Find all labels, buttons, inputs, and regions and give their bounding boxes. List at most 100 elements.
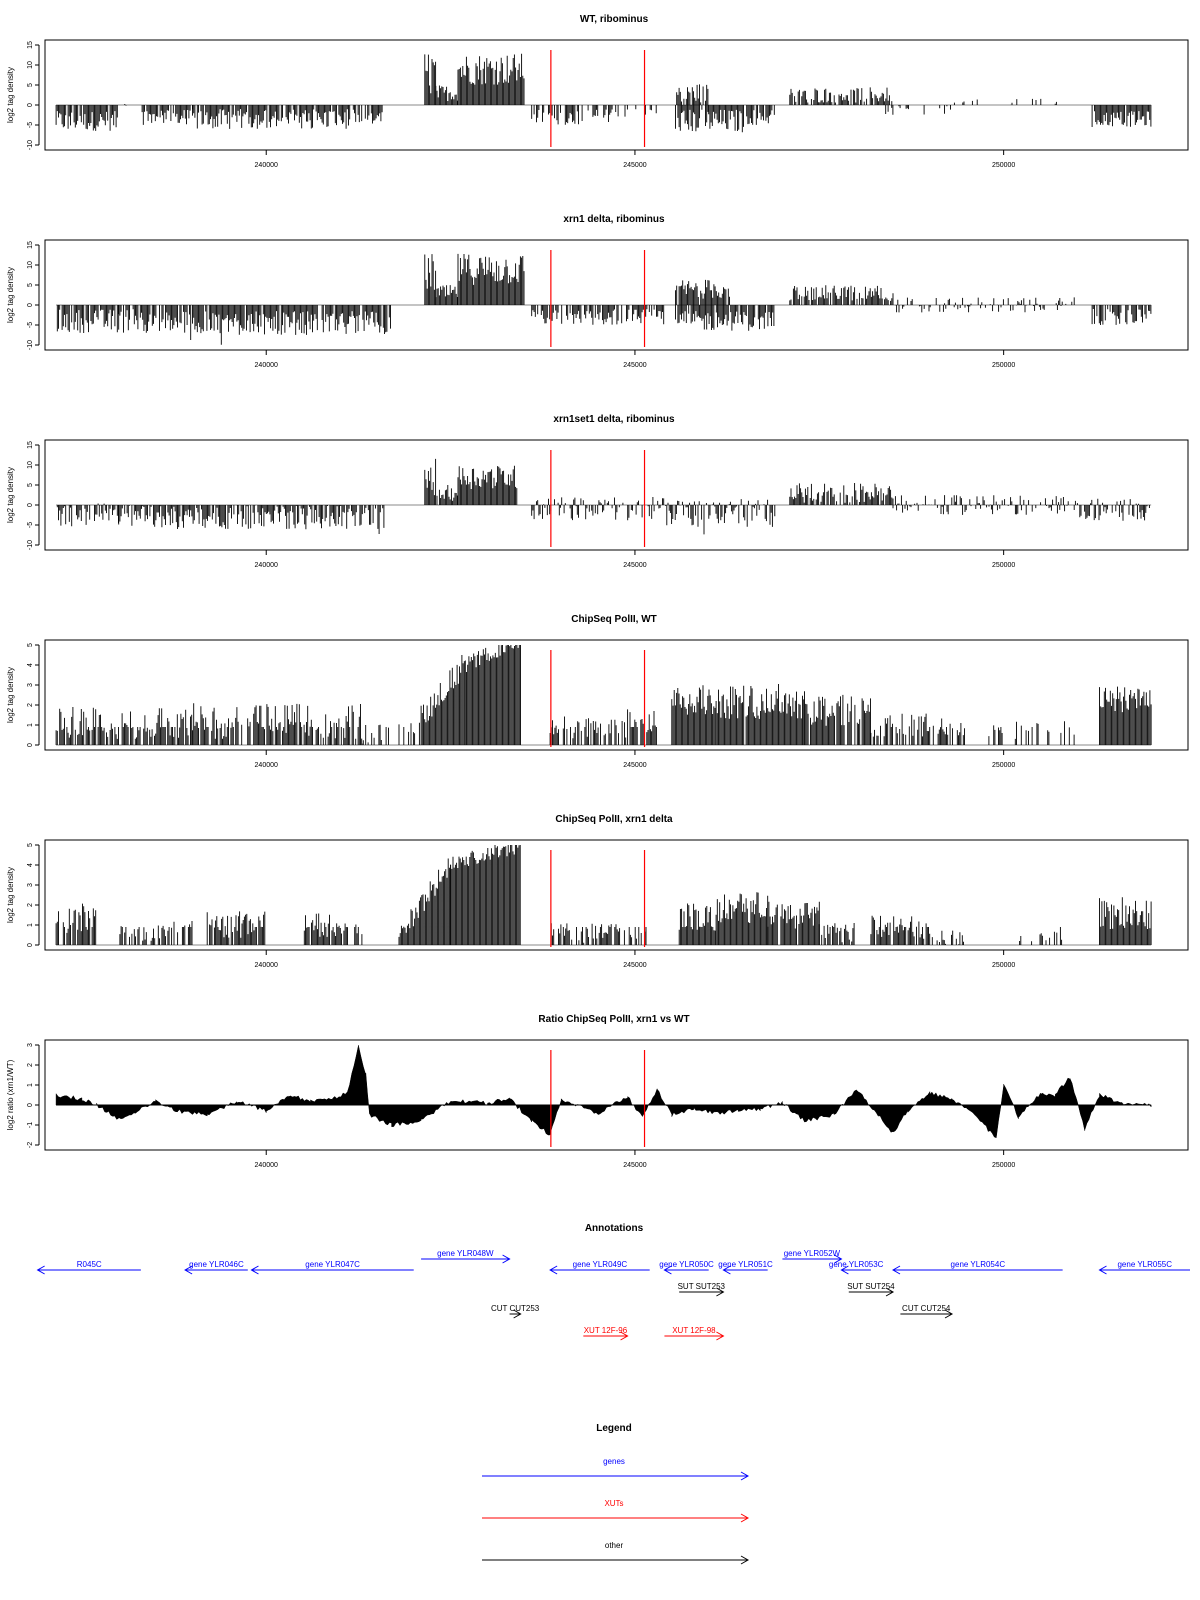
track-signal	[55, 845, 1152, 946]
legend-label: other	[605, 1541, 624, 1550]
y-tick-label: 0	[27, 303, 34, 307]
track-title: ChipSeq PolII, WT	[571, 614, 657, 625]
feature-gene: gene YLR047C	[250, 1260, 414, 1275]
feature-gene: gene YLR051C	[718, 1260, 773, 1275]
arrow-head-icon	[663, 1265, 672, 1275]
x-tick-label: 245000	[623, 562, 646, 569]
y-tick-label: 15	[27, 241, 34, 249]
arrow-head-icon	[716, 1287, 725, 1297]
track-signal	[55, 53, 1152, 133]
feature-gene: gene YLR055C	[1098, 1260, 1190, 1275]
x-tick-label: 240000	[255, 962, 278, 969]
feature-gene: gene YLR046C	[184, 1260, 248, 1275]
y-tick-label: 2	[27, 1063, 34, 1067]
signal-bars	[671, 685, 716, 745]
signal-bars	[118, 305, 192, 340]
y-tick-label: 4	[27, 663, 34, 667]
signal-bars	[818, 923, 855, 945]
x-tick-label: 245000	[623, 362, 646, 369]
x-tick-label: 245000	[623, 762, 646, 769]
signal-bars	[56, 305, 119, 333]
signal-bars	[627, 709, 657, 745]
signal-bars	[708, 105, 744, 133]
signal-bars	[435, 85, 458, 105]
y-tick-label: 1	[27, 723, 34, 727]
signal-bars	[171, 921, 193, 945]
signal-bars	[675, 305, 775, 331]
arrow-head-icon	[740, 1471, 750, 1481]
feature-label: CUT CUT254	[902, 1304, 951, 1313]
signal-bars	[119, 925, 170, 945]
track-signal	[56, 253, 1152, 345]
y-tick-label: 10	[27, 461, 34, 469]
signal-bars	[118, 505, 385, 534]
y-tick-label: -10	[27, 540, 34, 550]
arrow-head-icon	[620, 1331, 629, 1341]
y-tick-label: -5	[27, 522, 34, 528]
feature-label: gene YLR052W	[784, 1249, 841, 1258]
y-tick-label: -10	[27, 340, 34, 350]
legend-item-xut: XUTs	[482, 1499, 750, 1523]
feature-label: gene YLR047C	[305, 1260, 360, 1269]
annotation-features: R045C gene YLR046C gene YLR047C gene YLR048…	[36, 1249, 1190, 1341]
arrow-head-icon	[740, 1513, 750, 1523]
y-tick-label: -5	[27, 322, 34, 328]
plot-frame	[44, 639, 1189, 751]
feature-label: gene YLR046C	[189, 1260, 244, 1269]
legend-label: XUTs	[604, 1499, 623, 1508]
track-panel: WT, ribominus -10 -5 0 5 10 15 log2 tag density…	[6, 14, 1189, 169]
arrow-head-icon	[722, 1265, 731, 1275]
signal-bars	[665, 499, 776, 535]
feature-label: gene YLR053C	[829, 1260, 884, 1269]
arrow-head-icon	[549, 1265, 558, 1275]
legend-item-gene: genes	[482, 1457, 750, 1481]
y-tick-label: -2	[27, 1142, 34, 1148]
x-tick-label: 250000	[992, 962, 1015, 969]
y-axis-label: log2 tag density	[6, 67, 15, 123]
signal-bars	[55, 903, 97, 945]
y-tick-label: 5	[27, 283, 34, 287]
signal-bars	[804, 691, 871, 745]
signal-bars	[675, 279, 730, 305]
y-tick-label: 1	[27, 923, 34, 927]
signal-bars	[424, 54, 437, 105]
y-tick-label: 5	[27, 83, 34, 87]
signal-bars	[1076, 498, 1150, 521]
feature-label: R045C	[77, 1260, 102, 1269]
track-panel: ChipSeq PolII, xrn1 delta 0 1 2 3 4 5 log2 tag …	[6, 814, 1189, 969]
signal-bars	[55, 707, 193, 745]
signal-bars	[789, 483, 894, 505]
signal-bars	[436, 485, 458, 505]
legend-items: genes XUTs other	[482, 1457, 750, 1565]
arrow-head-icon	[1098, 1265, 1107, 1275]
signal-bars	[746, 105, 775, 125]
y-tick-label: -1	[27, 1122, 34, 1128]
signal-bars	[1099, 897, 1152, 945]
y-tick-label: 5	[27, 843, 34, 847]
feature-gene: gene YLR048W	[421, 1249, 511, 1264]
y-tick-label: 4	[27, 863, 34, 867]
y-tick-label: 2	[27, 903, 34, 907]
arrow-head-icon	[944, 1309, 954, 1319]
arrow-head-icon	[36, 1265, 45, 1275]
track-title: Ratio ChipSeq PolII, xrn1 vs WT	[538, 1014, 689, 1025]
signal-bars	[457, 253, 525, 305]
x-tick-label: 240000	[255, 762, 278, 769]
feature-other: CUT CUT253	[491, 1304, 540, 1319]
signal-bars	[398, 858, 452, 945]
track-title: WT, ribominus	[580, 14, 649, 25]
feature-other: CUT CUT254	[900, 1304, 954, 1319]
arrow-head-icon	[502, 1254, 511, 1264]
signal-bars	[1019, 927, 1063, 945]
signal-bars	[450, 845, 521, 945]
y-tick-label: 15	[27, 441, 34, 449]
feature-label: gene YLR054C	[951, 1260, 1006, 1269]
feature-gene: gene YLR052W	[782, 1249, 843, 1264]
y-axis-label: log2 tag density	[6, 467, 15, 523]
signal-bars	[676, 84, 709, 105]
feature-gene: gene YLR049C	[549, 1260, 650, 1275]
y-tick-label: 2	[27, 703, 34, 707]
arrow-head-icon	[840, 1265, 849, 1275]
